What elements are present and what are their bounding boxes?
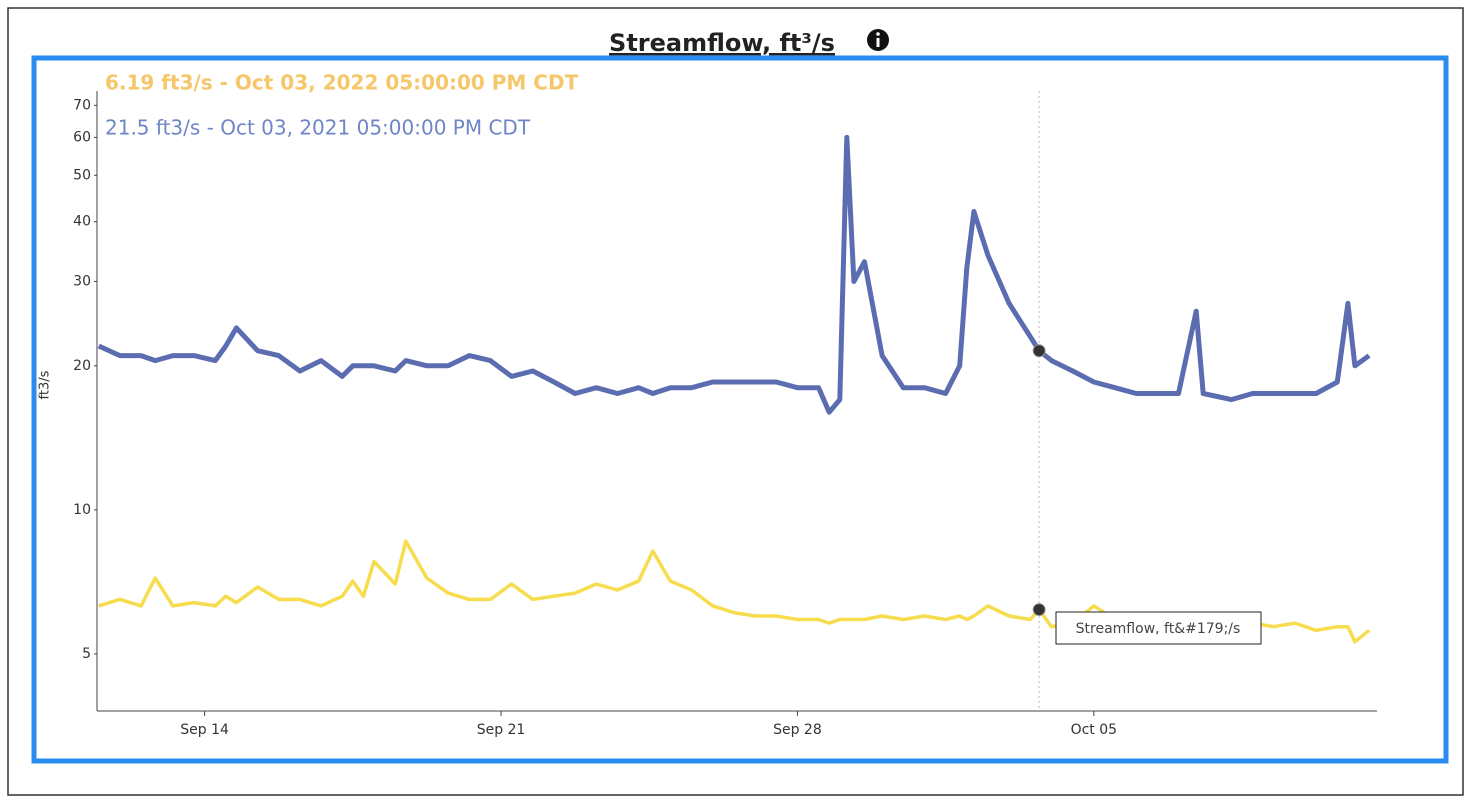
y-tick-label: 70 xyxy=(73,97,91,113)
y-tick-label: 30 xyxy=(73,273,91,289)
y-tick-label: 40 xyxy=(73,214,91,230)
annotation: 21.5 ft3/s - Oct 03, 2021 05:00:00 PM CD… xyxy=(105,116,531,140)
y-tick-label: 10 xyxy=(73,502,91,518)
y-tick-label: 5 xyxy=(82,646,91,662)
y-tick-label: 50 xyxy=(73,167,91,183)
tooltip-box xyxy=(1055,611,1262,645)
y-tick-label: 60 xyxy=(73,129,91,145)
x-tick-label: Sep 28 xyxy=(773,722,822,738)
hover-point xyxy=(1032,603,1046,617)
annotation: 6.19 ft3/s - Oct 03, 2022 05:00:00 PM CD… xyxy=(105,71,579,95)
x-tick-label: Oct 05 xyxy=(1071,722,1117,738)
x-tick-label: Sep 21 xyxy=(477,722,526,738)
y-axis-label: ft3/s xyxy=(38,370,53,399)
hover-point xyxy=(1032,344,1046,358)
x-tick-label: Sep 14 xyxy=(180,722,229,738)
chart-border xyxy=(31,55,1449,764)
y-tick-label: 20 xyxy=(73,358,91,374)
tooltip: Streamflow, ft&#179;/s xyxy=(1076,621,1241,637)
info-icon[interactable] xyxy=(867,29,889,51)
series-line xyxy=(97,134,1371,415)
frame xyxy=(7,7,1464,796)
chart-title: Streamflow, ft³/s xyxy=(609,29,835,57)
